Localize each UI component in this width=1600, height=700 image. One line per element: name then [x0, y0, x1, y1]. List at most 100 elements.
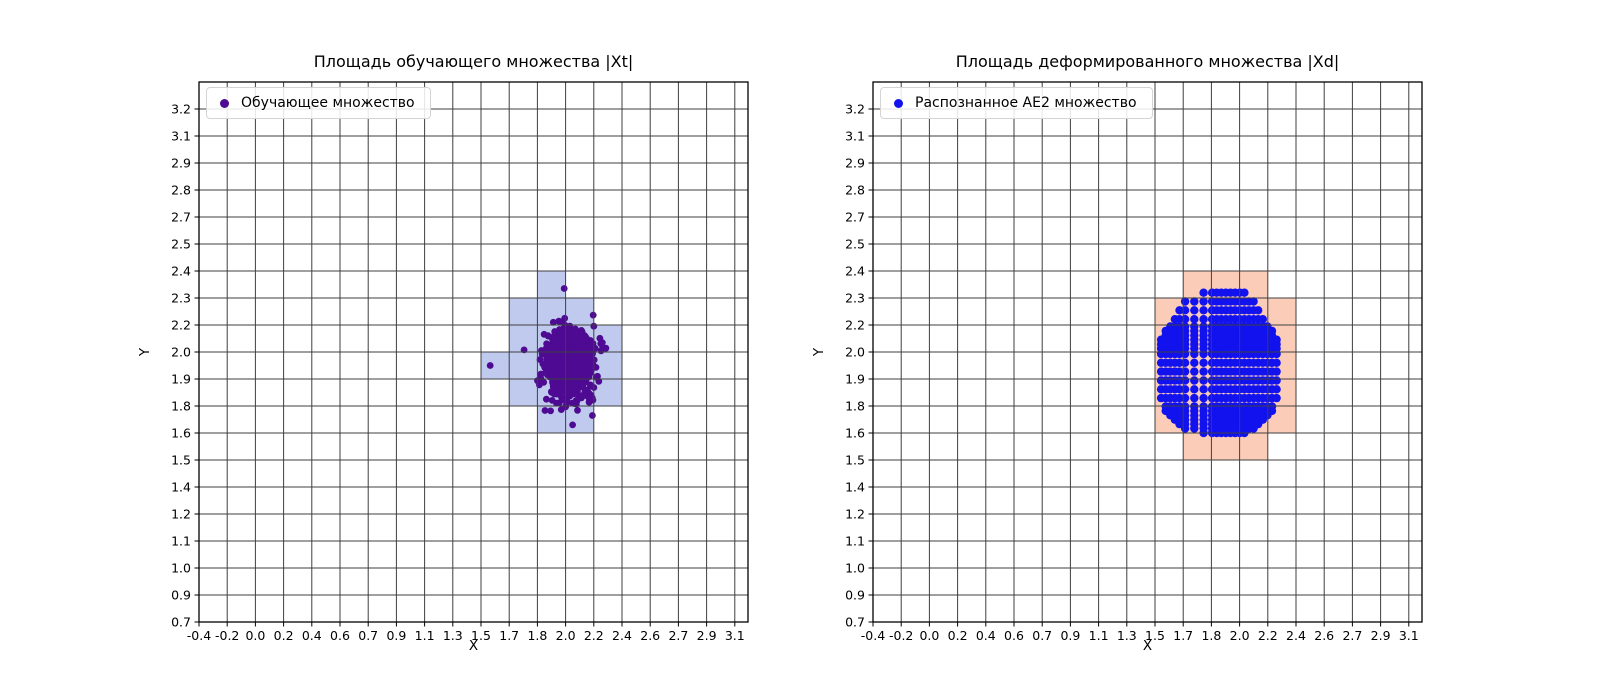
data-point	[486, 362, 494, 369]
scatter-points	[486, 285, 610, 429]
data-point	[1272, 393, 1281, 403]
y-tick-label: 2.0	[171, 345, 191, 360]
y-tick-label: 1.5	[171, 453, 191, 468]
data-point	[1199, 306, 1208, 315]
scatter-points	[1156, 288, 1281, 438]
x-tick-label: 3.1	[1399, 628, 1419, 643]
x-tick-label: 2.2	[584, 628, 604, 643]
data-point	[549, 335, 556, 343]
x-tick-label: 2.0	[1230, 628, 1250, 643]
y-tick-label: 2.7	[171, 210, 191, 225]
tick-marks	[194, 108, 736, 627]
y-tick-labels: 0.7 0.9 1.0 1.1 1.2 1.4 1.5 1.6 1.8 1.9 2.0 2.2 2.3 2…	[845, 102, 865, 630]
data-point	[557, 406, 565, 413]
data-point	[541, 407, 549, 414]
y-tick-label: 2.2	[845, 318, 865, 333]
data-point	[582, 358, 590, 366]
y-tick-label: 1.2	[845, 507, 865, 522]
data-point	[544, 341, 552, 348]
data-point	[1272, 376, 1281, 385]
data-point	[576, 365, 584, 372]
data-point	[581, 377, 589, 385]
data-point	[1249, 297, 1258, 306]
x-tick-label: 2.7	[668, 628, 688, 643]
data-point	[589, 311, 597, 319]
data-point	[599, 344, 607, 351]
chart-title: Площадь обучающего множества |Xt|	[313, 52, 634, 71]
x-tick-labels: -0.4 -0.2 0.0 0.2 0.4 0.6 0.7 0.9 1.1 1.3 1.5 1.7 1.…	[187, 628, 745, 643]
data-point	[586, 345, 594, 353]
x-tick-label: 0.0	[245, 628, 265, 643]
data-point	[1190, 315, 1199, 324]
data-point	[572, 325, 579, 333]
data-point	[537, 370, 545, 378]
data-point	[577, 339, 585, 347]
data-point	[548, 371, 555, 378]
y-tick-label: 2.8	[845, 183, 865, 198]
data-point	[1180, 315, 1190, 324]
data-point	[566, 332, 573, 340]
x-tick-label: 1.8	[527, 628, 547, 643]
x-tick-label: 1.5	[1145, 628, 1165, 643]
x-tick-label: 0.9	[1060, 628, 1080, 643]
x-tick-label: 2.2	[1258, 628, 1278, 643]
x-tick-label: 2.6	[640, 628, 660, 643]
x-tick-label: -0.4	[187, 628, 211, 643]
x-tick-label: 1.3	[443, 628, 463, 643]
x-tick-label: 2.0	[556, 628, 576, 643]
x-tick-label: 1.5	[471, 628, 491, 643]
legend: Обучающее множество	[206, 87, 431, 119]
x-tick-label: -0.2	[215, 628, 239, 643]
x-tick-label: 1.8	[1201, 628, 1221, 643]
y-tick-label: 0.9	[845, 588, 865, 603]
data-point	[565, 352, 573, 360]
data-point	[1272, 358, 1281, 367]
data-point	[553, 387, 561, 395]
y-tick-label: 2.3	[845, 291, 865, 306]
data-point	[584, 363, 591, 371]
data-point	[577, 351, 585, 358]
y-tick-label: 2.2	[171, 318, 191, 333]
x-axis-label: X	[1142, 638, 1153, 654]
y-tick-label: 0.7	[845, 615, 865, 630]
shaded-cell	[537, 271, 566, 298]
y-tick-label: 1.8	[845, 399, 865, 414]
data-point	[1190, 358, 1199, 367]
data-point	[551, 328, 559, 335]
data-point	[1180, 385, 1190, 394]
x-tick-label: 1.3	[1117, 628, 1137, 643]
legend-label: Обучающее множество	[241, 95, 415, 111]
x-tick-label: 0.2	[948, 628, 968, 643]
data-point	[558, 318, 566, 326]
data-point	[1199, 393, 1208, 403]
data-point	[1190, 367, 1199, 376]
y-tick-label: 3.2	[845, 102, 865, 117]
data-point	[1199, 376, 1208, 385]
y-tick-label: 2.4	[171, 264, 191, 279]
data-point	[1190, 393, 1199, 403]
grid-lines	[198, 82, 748, 623]
y-tick-label: 1.6	[171, 426, 191, 441]
x-tick-label: 0.6	[1004, 628, 1024, 643]
y-tick-label: 3.1	[845, 129, 865, 144]
data-point	[1199, 315, 1208, 324]
y-tick-label: 1.9	[845, 372, 865, 387]
data-point	[1272, 385, 1281, 394]
data-point	[561, 366, 568, 374]
chart-deformed-set: Площадь деформированного множества |Xd| …	[763, 30, 1463, 695]
data-point	[1180, 358, 1190, 367]
y-tick-label: 1.2	[171, 507, 191, 522]
x-tick-label: 2.9	[1371, 628, 1391, 643]
y-tick-label: 1.0	[171, 561, 191, 576]
x-tick-label: 1.7	[1173, 628, 1193, 643]
data-point	[585, 398, 593, 406]
x-tick-label: 1.1	[415, 628, 435, 643]
legend-label: Распознанное AE2 множество	[915, 95, 1137, 111]
x-tick-label: 1.1	[1089, 628, 1109, 643]
data-point	[560, 285, 568, 292]
data-point	[571, 364, 578, 372]
data-point	[1180, 376, 1190, 385]
x-tick-label: 0.7	[1032, 628, 1052, 643]
data-point	[556, 327, 564, 335]
x-tick-label: 0.2	[274, 628, 294, 643]
